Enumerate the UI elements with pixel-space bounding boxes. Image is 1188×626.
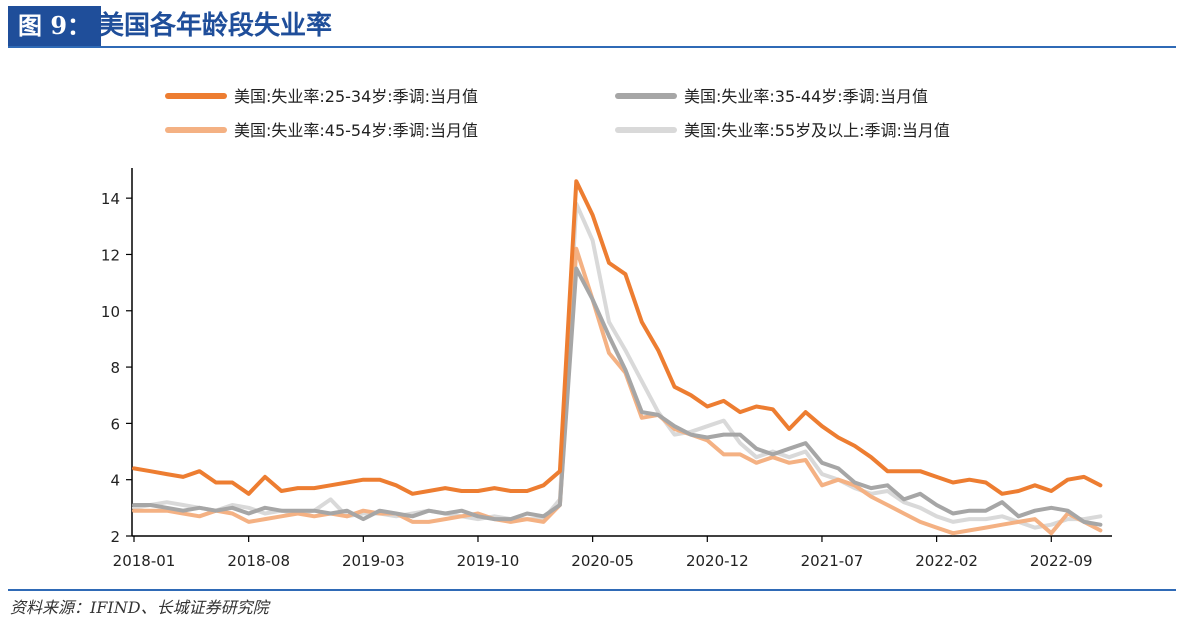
figure-title: 美国各年龄段失业率: [98, 11, 333, 41]
source-note: 资料来源：IFIND、长城证券研究院: [10, 598, 269, 617]
x-tick-label: 2018-01: [113, 552, 176, 570]
x-tick-label: 2021-07: [801, 552, 864, 570]
series-line-1: [132, 179, 1103, 496]
header-rule: [8, 46, 1176, 48]
y-tick-label: 6: [110, 415, 120, 433]
y-tick-label: 2: [110, 528, 120, 546]
chart-axes: 2 4 6 8 10 12 14 2018-01 2018-08 2019-03 2019-10 20…: [101, 168, 1112, 570]
series-line-3: [132, 246, 1103, 536]
y-tick-label: 10: [101, 303, 120, 321]
y-tick-label: 8: [110, 359, 120, 377]
x-tick-label: 2020-05: [571, 552, 634, 570]
y-tick-label: 12: [101, 246, 120, 264]
series-line-2: [132, 266, 1103, 527]
figure-number-tag: 图 9：: [8, 6, 102, 46]
legend-label-2: 美国:失业率:35-44岁:季调:当月值: [684, 87, 928, 106]
figure-header: 图 9： 美国各年龄段失业率: [0, 6, 1178, 48]
legend-label-4: 美国:失业率:55岁及以上:季调:当月值: [684, 121, 950, 140]
legend-label-3: 美国:失业率:45-54岁:季调:当月值: [234, 121, 478, 140]
x-tick-label: 2022-09: [1030, 552, 1093, 570]
x-tick-label: 2020-12: [686, 552, 749, 570]
y-tick-label: 14: [101, 190, 120, 208]
x-tick-label: 2018-08: [227, 552, 290, 570]
x-tick-label: 2019-10: [457, 552, 520, 570]
chart-legend: 美国:失业率:25-34岁:季调:当月值 美国:失业率:35-44岁:季调:当月值…: [165, 87, 950, 140]
footer-rule: [8, 589, 1176, 591]
x-tick-label: 2022-02: [915, 552, 978, 570]
legend-label-1: 美国:失业率:25-34岁:季调:当月值: [234, 87, 478, 106]
series-layer: [132, 179, 1103, 536]
y-tick-label: 4: [110, 472, 120, 490]
x-tick-label: 2019-03: [342, 552, 405, 570]
